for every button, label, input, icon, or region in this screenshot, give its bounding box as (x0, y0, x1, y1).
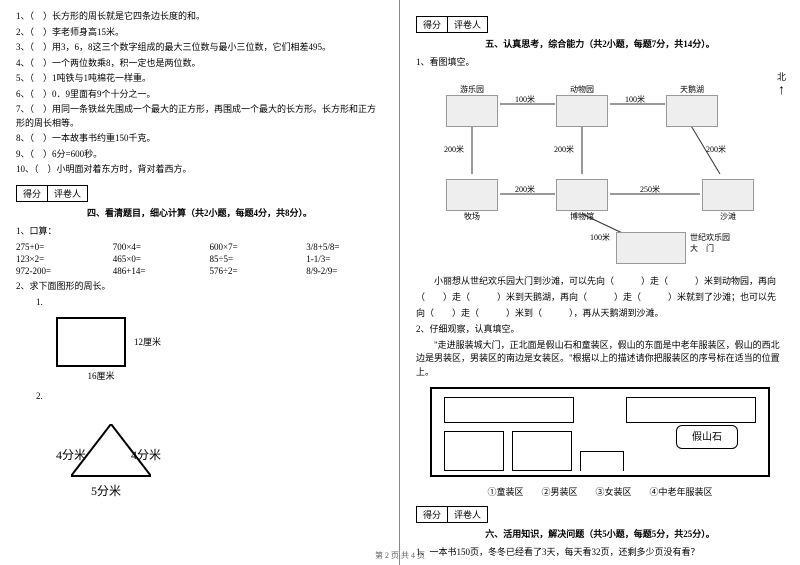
page-footer: 第 2 页 共 4 页 (0, 550, 800, 561)
triangle-figure: 4分米 4分米 5分米 (56, 424, 176, 494)
shop-gate (580, 451, 624, 471)
dist-label: 200米 (706, 144, 726, 155)
fig1-num: 1. (36, 296, 383, 310)
dist-label: 200米 (444, 144, 464, 155)
placeholder-image (616, 232, 686, 264)
placeholder-image (702, 179, 754, 211)
judgment-item: 8、（ ）一本故事书约重150千克。 (16, 132, 383, 146)
q5-2-text: "走进服装城大门，正北面是假山石和童装区，假山的东面是中老年服装区，假山的西北边… (416, 339, 784, 380)
placeholder-image (446, 179, 498, 211)
judgment-item: 1、（ ）长方形的周长就是它四条边长度的和。 (16, 10, 383, 24)
left-column: 1、（ ）长方形的周长就是它四条边长度的和。 2、（ ）李老师身高15米。 3、… (0, 0, 400, 565)
calc-item: 85÷5= (210, 254, 287, 264)
calc-item: 576÷2= (210, 266, 287, 276)
placeholder-image (666, 95, 718, 127)
tri-right-label: 4分米 (131, 446, 161, 463)
calc-item: 123×2= (16, 254, 93, 264)
score-cell: 得分 (416, 16, 448, 33)
calc-label: 1、口算： (16, 225, 383, 239)
rectangle-figure: 12厘米 16厘米 (56, 317, 383, 382)
q5-1-label: 1、看图填空。 (416, 56, 784, 70)
map-diagram: 北 ↑ 游乐园 动物园 天鹅湖 牧场 博物馆 沙滩 世纪欢乐园 大 门 100米 (430, 74, 770, 269)
fig2-num: 2. (36, 390, 383, 404)
dist-label: 100米 (625, 94, 645, 105)
rectangle-shape (56, 317, 126, 367)
judgment-item: 10、（ ）小明面对着东方时，背对着西方。 (16, 163, 383, 177)
q5-2-label: 2、仔细观察，认真填空。 (416, 323, 784, 337)
calc-item: 1-1/3= (306, 254, 383, 264)
judgment-item: 9、（ ）6分=600秒。 (16, 148, 383, 162)
score-cell: 得分 (16, 185, 48, 202)
judgment-item: 6、（ ）0．9里面有9个十分之一。 (16, 88, 383, 102)
node-zoo: 动物园 (556, 84, 608, 127)
placeholder-image (446, 95, 498, 127)
judgment-item: 4、（ ）一个两位数乘8，积一定也是两位数。 (16, 57, 383, 71)
node-beach: 沙滩 (702, 179, 754, 222)
rect-length-label: 16厘米 (56, 369, 146, 382)
calc-item: 700×4= (113, 242, 190, 252)
judgment-list: 1、（ ）长方形的周长就是它四条边长度的和。 2、（ ）李老师身高15米。 3、… (16, 10, 383, 177)
grader-cell: 评卷人 (48, 185, 88, 202)
section-5-title: 五、认真思考，综合能力（共2小题，每题7分，共14分）。 (416, 37, 784, 50)
node-amusement: 游乐园 (446, 84, 498, 127)
shop-layout: 假山石 (430, 387, 770, 477)
node-gate (616, 232, 686, 264)
shop-legend: ①童装区 ②男装区 ③女装区 ④中老年服装区 (416, 485, 784, 498)
gate-label: 世纪欢乐园 大 门 (690, 232, 730, 254)
score-box: 得分 评卷人 (16, 185, 383, 202)
dist-label: 200米 (515, 184, 535, 195)
compass-icon: 北 ↑ (777, 70, 786, 99)
judgment-item: 3、（ ）用3，6，8这三个数字组成的最大三位数与最小三位数，它们相差495。 (16, 41, 383, 55)
shop-zone (626, 397, 756, 423)
calc-item: 972-200= (16, 266, 93, 276)
shop-zone (512, 431, 572, 471)
rect-width-label: 12厘米 (134, 335, 161, 348)
grader-cell: 评卷人 (448, 16, 488, 33)
calc-item: 8/9-2/9= (306, 266, 383, 276)
right-column: 得分 评卷人 五、认真思考，综合能力（共2小题，每题7分，共14分）。 1、看图… (400, 0, 800, 565)
node-ranch: 牧场 (446, 179, 498, 222)
section-4-title: 四、看清题目，细心计算（共2小题，每题4分，共8分）。 (16, 206, 383, 219)
rock-label: 假山石 (676, 425, 738, 449)
calc-item: 3/8+5/8= (306, 242, 383, 252)
tri-bottom-label: 5分米 (91, 482, 121, 499)
judgment-item: 7、（ ）用同一条铁丝先围成一个最大的正方形，再围成一个最大的长方形。长方形和正… (16, 103, 383, 130)
dist-label: 100米 (590, 232, 610, 243)
placeholder-image (556, 95, 608, 127)
dist-label: 100米 (515, 94, 535, 105)
section-6-title: 六、活用知识，解决问题（共5小题，每题5分，共25分）。 (416, 527, 784, 540)
node-museum: 博物馆 (556, 179, 608, 222)
score-box: 得分 评卷人 (416, 16, 784, 33)
judgment-item: 2、（ ）李老师身高15米。 (16, 26, 383, 40)
node-lake: 天鹅湖 (666, 84, 718, 127)
calc-item: 600×7= (210, 242, 287, 252)
perimeter-label: 2、求下面图形的周长。 (16, 280, 383, 294)
shop-zone (444, 397, 574, 423)
shop-zone (444, 431, 504, 471)
compass-label: 北 (777, 70, 786, 83)
tri-left-label: 4分米 (56, 446, 86, 463)
calc-item: 275+0= (16, 242, 93, 252)
grader-cell: 评卷人 (448, 506, 488, 523)
calc-item: 465×0= (113, 254, 190, 264)
calc-item: 486+14= (113, 266, 190, 276)
dist-label: 250米 (640, 184, 660, 195)
placeholder-image (556, 179, 608, 211)
dist-label: 200米 (554, 144, 574, 155)
score-box: 得分 评卷人 (416, 506, 784, 523)
score-cell: 得分 (416, 506, 448, 523)
q5-1-fill: 小丽想从世纪欢乐园大门到沙滩，可以先向（ ）走（ ）米到动物园，再向（ ）走（ … (416, 273, 784, 322)
judgment-item: 5、（ ）1吨铁与1吨棉花一样重。 (16, 72, 383, 86)
calc-grid: 275+0= 700×4= 600×7= 3/8+5/8= 123×2= 465… (16, 242, 383, 276)
